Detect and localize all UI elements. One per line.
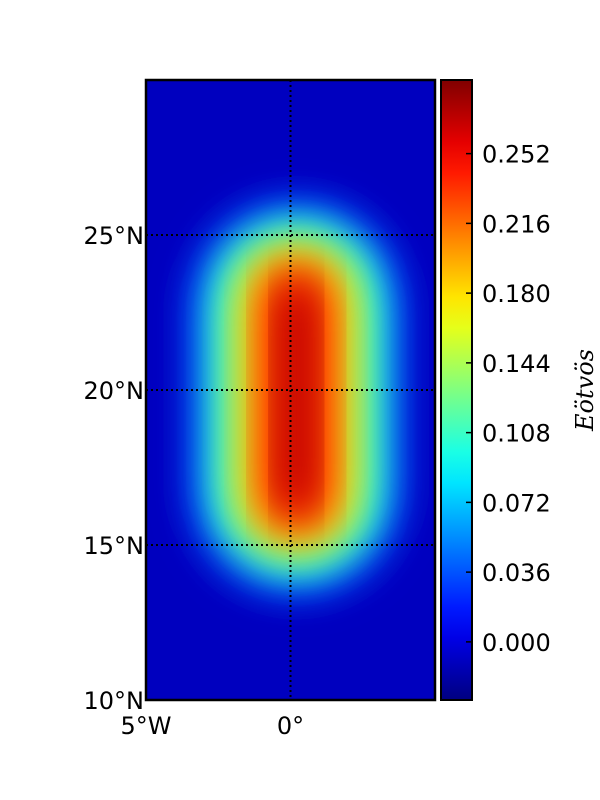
colorbar: 0.000 0.036 0.072 0.108 0.144 0.180 0.216 0.252… (440, 79, 599, 701)
colorbar-tick-label: 0.216 (482, 210, 551, 238)
lat-tick-label: 10°N (84, 687, 145, 715)
map-area (144, 78, 437, 702)
map-frame (144, 78, 437, 702)
lon-tick-labels: 5°W 0° (121, 712, 305, 740)
colorbar-tick-label: 0.180 (482, 280, 551, 308)
lon-tick-label: 0° (277, 712, 304, 740)
field-contour (282, 284, 311, 512)
anomaly-field (194, 205, 399, 591)
colorbar-label: Eötvös (571, 349, 599, 432)
lat-tick-label: 25°N (84, 222, 145, 250)
lat-tick-label: 15°N (84, 532, 145, 560)
colorbar-gradient (441, 80, 472, 700)
colorbar-tick-label: 0.144 (482, 350, 551, 378)
colorbar-tick-label: 0.108 (482, 420, 551, 448)
lat-tick-label: 20°N (84, 377, 145, 405)
colorbar-ticks: 0.000 0.036 0.072 0.108 0.144 0.180 0.216 0.252 (466, 141, 551, 657)
map-grid (146, 80, 435, 700)
colorbar-tick-label: 0.000 (482, 629, 551, 657)
colorbar-tick-label: 0.036 (482, 559, 551, 587)
lon-tick-label: 5°W (121, 712, 172, 740)
lat-tick-labels: 10°N 15°N 20°N 25°N (84, 222, 145, 715)
colorbar-frame (440, 79, 473, 701)
colorbar-tick-label: 0.072 (482, 489, 551, 517)
colorbar-tick-label: 0.252 (482, 141, 551, 169)
